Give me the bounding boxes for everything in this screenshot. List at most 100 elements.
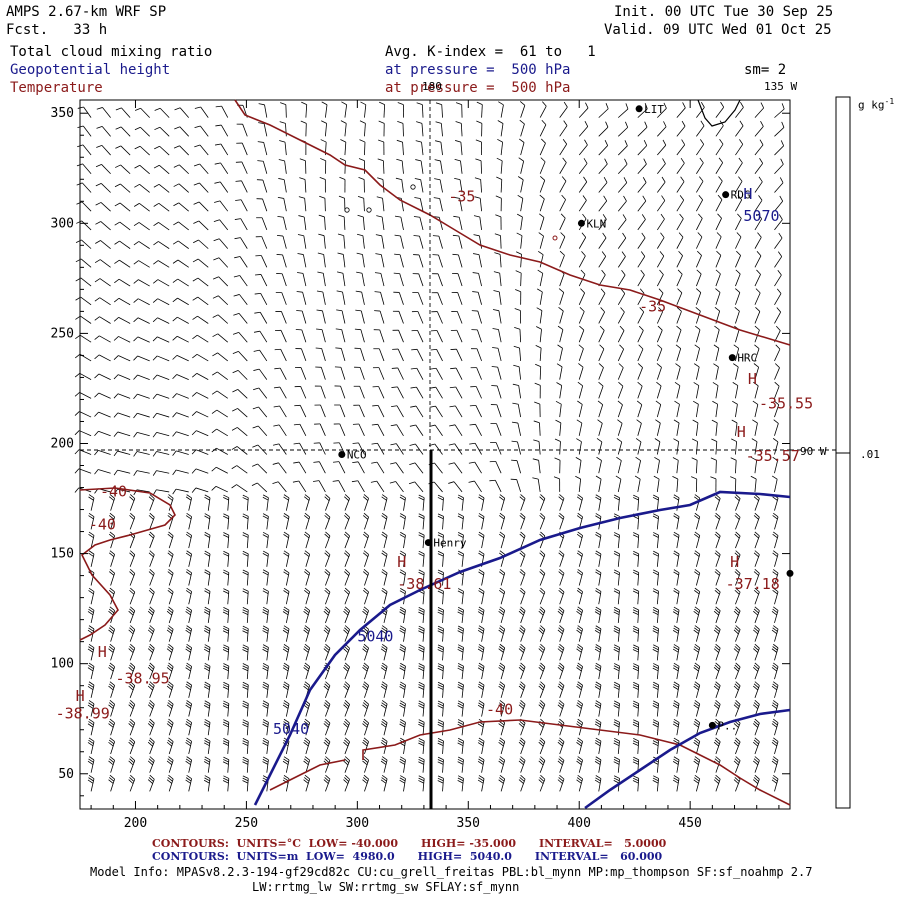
wind-barb-flag: [772, 533, 778, 539]
wind-barb-flag: [172, 316, 178, 322]
wind-barb-flag: [558, 777, 564, 782]
wind-barb-flag: [771, 648, 778, 653]
wind-barb-flag: [203, 648, 210, 653]
wind-barb-flag: [519, 119, 525, 125]
wind-barb-flag: [576, 515, 583, 520]
wind-barb-flag: [714, 552, 720, 558]
wind-barb: [239, 256, 248, 268]
wind-barb-flag: [773, 550, 779, 555]
wind-barb-flag: [633, 663, 639, 667]
wind-barb-flag: [88, 775, 95, 780]
wind-barb-flag: [185, 515, 192, 520]
wind-barb: [475, 405, 482, 418]
wind-barb: [696, 236, 703, 249]
wind-barb-flag: [498, 667, 504, 672]
wind-barb-flag: [559, 569, 565, 574]
wind-barb-flag: [457, 648, 464, 653]
wind-barb-flag: [223, 775, 229, 779]
wind-barb-flag: [714, 777, 720, 782]
wind-barb-flag: [499, 777, 505, 782]
wind-barb-flag: [129, 758, 135, 764]
wind-barb: [637, 219, 646, 231]
wind-barb-flag: [594, 779, 601, 784]
wind-barb: [198, 220, 209, 231]
wind-barb-flag: [540, 774, 546, 780]
wind-barb-flag: [519, 758, 525, 763]
wind-barb-flag: [149, 774, 155, 780]
wind-barb-flag: [212, 333, 219, 338]
wind-barb-flag: [299, 158, 306, 162]
wind-barb-flag: [204, 606, 211, 611]
wind-barb: [637, 460, 641, 474]
wind-barb-flag: [324, 552, 330, 558]
wind-barb: [520, 273, 522, 287]
wind-barb-flag: [499, 683, 505, 688]
wind-barb-flag: [750, 475, 757, 480]
wind-barb: [695, 329, 701, 343]
wind-barb: [359, 386, 365, 399]
wind-barb-flag: [437, 494, 444, 499]
wind-barb-flag: [113, 336, 119, 341]
wind-barb-flag: [673, 702, 679, 707]
wind-barb-flag: [304, 646, 310, 651]
wind-barb-flag: [166, 629, 172, 635]
y-tick-label: 50: [58, 767, 74, 782]
wind-barb-flag: [381, 512, 388, 518]
wind-barb: [539, 143, 546, 156]
wind-barb: [474, 480, 482, 493]
wind-barb-flag: [559, 756, 565, 761]
wind-barb: [344, 160, 346, 174]
wind-barb-flag: [381, 702, 387, 707]
wind-barb-flag: [437, 721, 444, 725]
wind-barb: [319, 423, 326, 436]
wind-barb-flag: [652, 609, 659, 613]
wind-barb-flag: [204, 758, 210, 763]
wind-barb-flag: [223, 756, 229, 761]
wind-barb-flag: [559, 512, 565, 518]
wind-barb-flag: [693, 667, 699, 672]
wind-barb-flag: [253, 349, 260, 352]
wind-barb-flag: [754, 718, 760, 724]
wind-barb-flag: [632, 702, 639, 707]
wind-barb-flag: [204, 552, 210, 557]
wind-barb: [362, 254, 365, 268]
wind-barb-flag: [300, 120, 307, 124]
wind-barb: [156, 431, 170, 437]
wind-barb-flag: [191, 411, 197, 416]
wind-barb-flag: [576, 721, 583, 726]
wind-barb-flag: [672, 457, 679, 461]
wind-barb-flag: [303, 779, 309, 784]
wind-barb-flag: [581, 251, 586, 257]
wind-barb-flag: [96, 126, 103, 129]
wind-barb-flag: [498, 629, 504, 634]
wind-barb-flag: [304, 777, 310, 782]
wind-barb-flag: [713, 685, 719, 691]
wind-barb-flag: [108, 648, 114, 653]
wind-barb-flag: [344, 758, 350, 764]
wind-barb: [417, 330, 424, 343]
wind-barb: [517, 441, 522, 455]
wind-barb-flag: [499, 700, 505, 705]
wind-barb-flag: [693, 760, 699, 765]
wind-barb-flag: [457, 496, 464, 501]
wind-barb-flag: [153, 222, 159, 227]
wind-barb: [137, 412, 150, 418]
wind-barb: [377, 424, 385, 436]
wind-barb-flag: [76, 201, 83, 205]
wind-barb-flag: [739, 120, 744, 127]
wind-barb: [218, 238, 229, 249]
wind-barb: [637, 423, 642, 436]
wind-barb-flag: [149, 643, 155, 649]
wind-barb-flag: [556, 382, 562, 386]
wind-barb: [99, 335, 111, 343]
wind-barb: [477, 310, 482, 324]
wind-barb-flag: [77, 125, 84, 128]
wind-barb: [479, 235, 482, 249]
wind-barb-flag: [595, 737, 602, 742]
wind-barb: [79, 430, 92, 437]
wind-barb-flag: [87, 704, 94, 709]
wind-barb: [477, 329, 482, 343]
wind-barb-flag: [242, 532, 249, 536]
wind-barb-flag: [262, 513, 269, 517]
wind-barb: [598, 479, 602, 493]
